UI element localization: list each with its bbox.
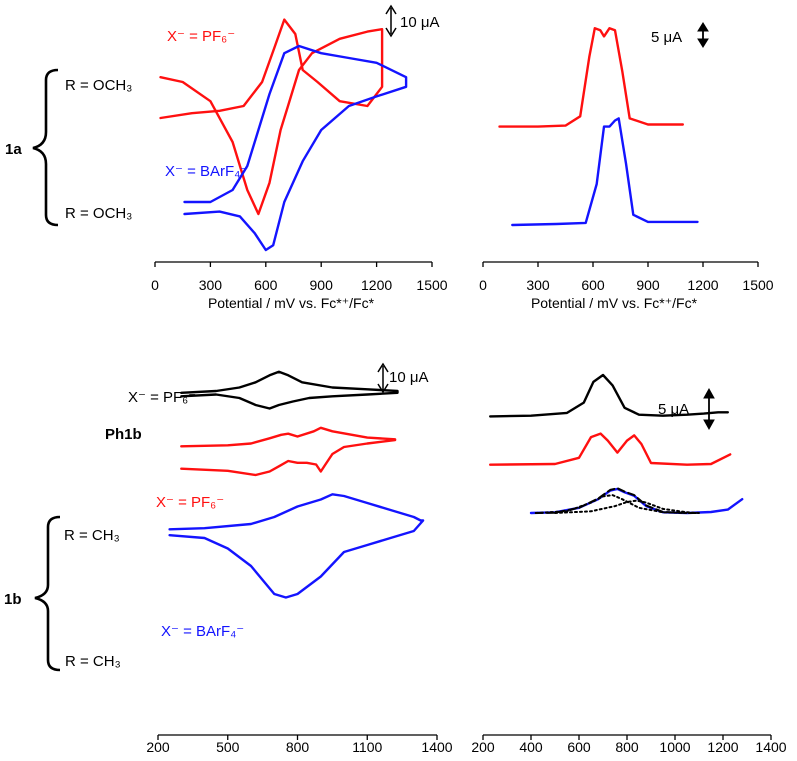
bot_dpv-tick-label-6: 1400 xyxy=(755,739,786,755)
scalebar-top-dpv: 5 μA xyxy=(651,22,709,48)
label-top-cv-barf: X⁻ = BArF₄⁻ xyxy=(165,163,248,180)
scalebar-bottom-cv-label: 10 μA xyxy=(389,369,429,386)
bracket-top xyxy=(32,68,59,227)
scalebar-top-cv-label: 10 μA xyxy=(400,14,440,31)
bot_dpv-tick-label-4: 1000 xyxy=(659,739,690,755)
label-top-cv-pf6: X⁻ = PF₆⁻ xyxy=(167,28,235,45)
bot_dpv-tick-label-0: 200 xyxy=(471,739,495,755)
bot_cv-series-0 xyxy=(180,370,399,410)
top_dpv-tick-label-4: 1200 xyxy=(687,277,718,293)
label-bottom-cv-blue: X⁻ = BArF₄⁻ xyxy=(161,623,244,640)
bot_dpv-tick-label-5: 1200 xyxy=(707,739,738,755)
bot_dpv-series-5 xyxy=(554,499,700,514)
x-axis-label-top-cv: Potential / mV vs. Fc*⁺/Fc* xyxy=(208,295,375,311)
panel-bottom-cv xyxy=(168,370,425,599)
x-axis-label-top-dpv: Potential / mV vs. Fc*⁺/Fc* xyxy=(531,295,698,311)
top_dpv-tick-label-2: 600 xyxy=(581,277,605,293)
bot_cv-tick-label-3: 1100 xyxy=(352,739,382,755)
top_cv-tick-label-5: 1500 xyxy=(416,277,447,293)
label-top-r2: R = OCH₃ xyxy=(65,205,132,222)
label-bottom-r1: R = CH₃ xyxy=(64,527,120,544)
top_cv-tick-label-4: 1200 xyxy=(361,277,392,293)
bot_cv-tick-label-1: 500 xyxy=(216,739,240,755)
bot_cv-tick-label-0: 200 xyxy=(146,739,170,755)
bot_dpv-tick-label-1: 400 xyxy=(519,739,543,755)
bot_cv-series-2 xyxy=(168,493,425,599)
label-ph1b: Ph1b xyxy=(105,426,142,443)
bot_cv-series-1 xyxy=(180,426,397,477)
top_cv-series-1 xyxy=(183,44,408,252)
scalebar-bottom-dpv-label: 5 μA xyxy=(658,401,689,418)
scalebar-bottom-dpv: 5 μA xyxy=(658,387,715,431)
bot_dpv-series-4 xyxy=(534,494,688,514)
label-top-r1: R = OCH₃ xyxy=(65,77,132,94)
label-bottom-cv-black: X⁻ = PF₆⁻ xyxy=(128,389,196,406)
label-bottom-r2: R = CH₃ xyxy=(65,653,121,670)
panel-top-cv xyxy=(159,18,408,252)
top_cv-series-0 xyxy=(159,18,384,216)
label-bottom-cv-red: X⁻ = PF₆⁻ xyxy=(156,494,224,511)
bot_dpv-series-0 xyxy=(489,373,729,418)
scalebar-bottom-cv: 10 μA xyxy=(377,362,429,394)
bracket-bottom xyxy=(34,515,61,672)
top_dpv-tick-label-0: 0 xyxy=(479,277,487,293)
bot_dpv-tick-label-2: 600 xyxy=(567,739,591,755)
top_cv-tick-label-1: 300 xyxy=(199,277,223,293)
scalebar-top-dpv-label: 5 μA xyxy=(651,29,682,46)
top_dpv-tick-label-3: 900 xyxy=(636,277,660,293)
bot_cv-tick-label-2: 800 xyxy=(286,739,310,755)
panel-top-dpv xyxy=(498,27,699,227)
top_cv-tick-label-0: 0 xyxy=(151,277,159,293)
top_dpv-series-1 xyxy=(511,117,699,227)
bot_dpv-tick-label-3: 800 xyxy=(615,739,639,755)
scalebar-top-cv: 10 μA xyxy=(385,4,440,38)
top_dpv-tick-label-1: 300 xyxy=(526,277,550,293)
bracket-bottom-label: 1b xyxy=(4,591,22,608)
bot_dpv-series-3 xyxy=(534,487,700,514)
top_dpv-series-0 xyxy=(498,27,684,128)
top_cv-tick-label-3: 900 xyxy=(310,277,334,293)
top_cv-tick-label-2: 600 xyxy=(254,277,278,293)
panel-bottom-dpv xyxy=(489,373,744,515)
bracket-top-label: 1a xyxy=(5,141,22,158)
top_dpv-tick-label-5: 1500 xyxy=(742,277,773,293)
bot_cv-tick-label-4: 1400 xyxy=(421,739,452,755)
bot_dpv-series-1 xyxy=(489,432,732,466)
